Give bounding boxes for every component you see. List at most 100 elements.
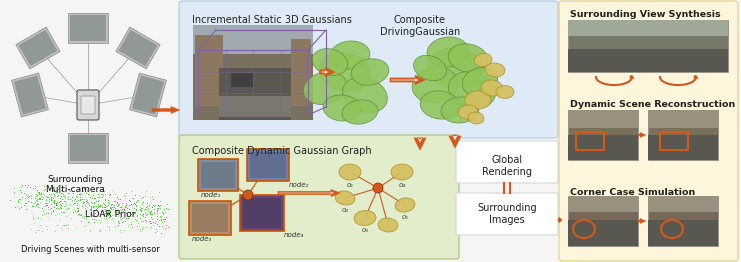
- Point: [139, 194, 151, 198]
- Point: [53, 218, 65, 222]
- Point: [137, 212, 149, 216]
- Point: [73, 192, 84, 196]
- Point: [94, 203, 106, 207]
- Ellipse shape: [354, 210, 376, 226]
- Point: [109, 210, 121, 214]
- Point: [50, 201, 62, 205]
- Point: [41, 195, 53, 199]
- FancyBboxPatch shape: [179, 135, 459, 259]
- Point: [56, 227, 68, 232]
- Point: [74, 195, 86, 200]
- Point: [54, 205, 66, 209]
- Point: [147, 205, 159, 209]
- Polygon shape: [449, 135, 461, 148]
- Point: [50, 202, 62, 206]
- Point: [39, 193, 50, 197]
- Point: [139, 218, 151, 222]
- Point: [106, 216, 118, 220]
- Point: [87, 214, 99, 218]
- Text: o₄: o₄: [399, 182, 405, 188]
- Point: [151, 228, 163, 233]
- FancyBboxPatch shape: [568, 135, 638, 160]
- Point: [114, 228, 126, 232]
- Ellipse shape: [303, 72, 347, 105]
- Point: [48, 205, 60, 209]
- Point: [139, 215, 151, 220]
- Point: [129, 202, 141, 206]
- Point: [82, 220, 93, 224]
- Point: [107, 205, 119, 209]
- Point: [50, 203, 62, 207]
- Point: [45, 196, 57, 200]
- Point: [55, 188, 67, 192]
- FancyBboxPatch shape: [648, 110, 718, 160]
- Point: [54, 199, 66, 203]
- Point: [53, 196, 65, 200]
- Point: [74, 198, 86, 202]
- Point: [56, 210, 67, 214]
- Point: [103, 193, 115, 198]
- Point: [82, 198, 93, 202]
- Point: [75, 212, 87, 216]
- Point: [76, 204, 87, 208]
- Point: [60, 201, 72, 205]
- Point: [151, 214, 163, 219]
- Point: [85, 206, 97, 210]
- Point: [74, 194, 86, 199]
- Point: [82, 189, 93, 193]
- Point: [33, 196, 45, 200]
- Point: [88, 200, 100, 204]
- Point: [120, 203, 132, 208]
- Point: [87, 220, 99, 224]
- Point: [119, 204, 131, 208]
- Point: [85, 205, 97, 209]
- Point: [143, 203, 155, 208]
- Point: [54, 190, 66, 194]
- Point: [147, 211, 159, 215]
- Point: [147, 197, 159, 201]
- Text: LiDAR Prior: LiDAR Prior: [84, 210, 136, 219]
- Point: [52, 206, 64, 210]
- FancyBboxPatch shape: [559, 1, 738, 261]
- Polygon shape: [130, 73, 167, 117]
- Point: [95, 203, 107, 207]
- Point: [45, 209, 57, 214]
- Point: [149, 203, 161, 208]
- Point: [32, 202, 44, 206]
- Point: [142, 206, 154, 210]
- FancyBboxPatch shape: [247, 149, 289, 181]
- Point: [31, 193, 43, 198]
- Ellipse shape: [351, 59, 389, 85]
- Point: [105, 202, 117, 206]
- Point: [99, 207, 111, 211]
- Point: [158, 217, 170, 221]
- Polygon shape: [68, 133, 108, 163]
- Ellipse shape: [468, 112, 484, 124]
- Point: [58, 210, 70, 214]
- Point: [19, 183, 30, 187]
- Point: [79, 214, 90, 218]
- Point: [113, 208, 125, 212]
- Polygon shape: [68, 13, 108, 43]
- Point: [136, 219, 147, 223]
- Point: [52, 189, 64, 194]
- Point: [84, 212, 96, 217]
- Point: [28, 201, 40, 205]
- Point: [118, 207, 130, 211]
- Point: [92, 201, 104, 206]
- Point: [47, 200, 59, 204]
- Point: [62, 195, 74, 199]
- Point: [32, 215, 44, 219]
- Ellipse shape: [481, 80, 503, 96]
- Point: [33, 192, 45, 196]
- Point: [130, 203, 142, 207]
- Point: [98, 216, 110, 221]
- Point: [155, 231, 167, 235]
- FancyBboxPatch shape: [219, 68, 291, 120]
- Point: [133, 198, 144, 203]
- Point: [66, 195, 78, 199]
- Point: [146, 212, 158, 217]
- Point: [46, 198, 58, 203]
- Point: [144, 211, 156, 215]
- Point: [34, 201, 46, 205]
